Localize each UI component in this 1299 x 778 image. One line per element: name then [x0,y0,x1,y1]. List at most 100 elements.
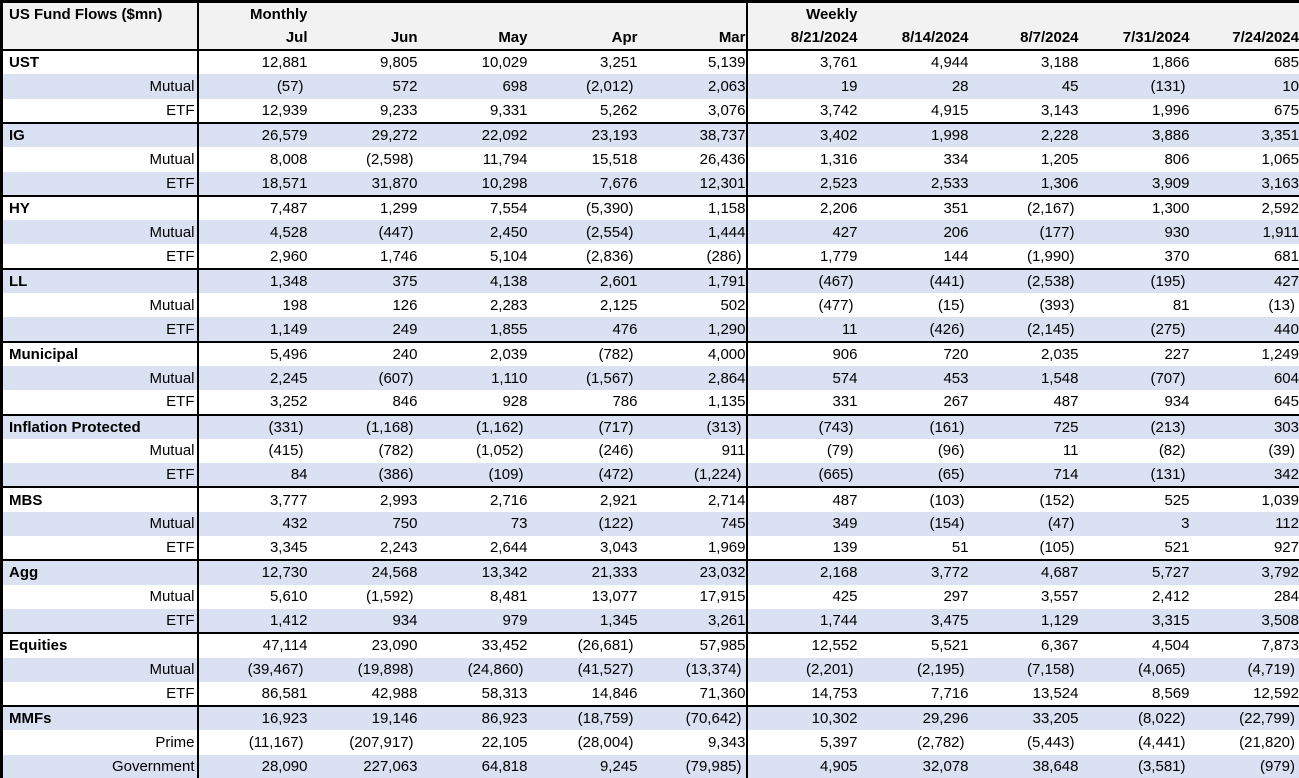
cell: 1,866 [1078,49,1190,75]
cell: (5,390) [527,194,638,221]
table-row: LL 1,348 375 4,138 2,601 1,791 (467) (441) (2,53… [1,267,1299,294]
cell: (665) [746,463,858,488]
cell: 3,345 [269,539,308,557]
cell: 45 [968,74,1079,99]
cell: (79,985) [637,754,748,778]
cell: (2,538) [968,267,1079,294]
cell: 12,939 [261,101,308,119]
table-body: UST 12,881 9,805 10,029 3,251 5,139 3,761 4,944… [1,49,1299,778]
monthly-group-spacer [307,1,638,26]
cell: 2,921 [527,486,638,512]
cell: (2,598) [365,150,414,168]
cell: 425 [832,588,858,606]
cell: (7,158) [968,657,1079,682]
row-label: Mutual [1,365,199,391]
cell: 7,676 [527,171,638,196]
table-row: Equities 47,114 23,090 33,452 (26,681) 57,985… [1,632,1299,658]
table-row: Government 28,090 227,063 64,818 9,245 (79,98… [1,754,1299,778]
cell: 64,818 [417,754,528,778]
cell: 5,610 [269,588,308,606]
cell: 1,548 [968,365,1079,391]
section-label: UST [1,49,199,75]
cell: 930 [1078,220,1190,245]
cell: (131) [1078,74,1190,99]
cell: 28 [857,74,969,99]
cell: (79) [826,442,854,460]
cell: 1,779 [819,247,858,265]
cell: (195) [1078,267,1190,294]
cell: 5,104 [489,247,528,265]
cell: 685 [1189,49,1299,75]
cell: 4,944 [857,49,969,75]
row-label: Mutual [1,220,199,245]
cell: 267 [943,393,969,411]
cell: 604 [1189,365,1299,391]
cell: 2,228 [968,121,1079,148]
cell: 1,300 [1078,194,1190,221]
cell: (447) [307,220,418,245]
column-header: 8/14/2024 [857,25,969,52]
cell: 38,737 [637,121,748,148]
cell: 432 [197,511,308,537]
table-row: Mutual 198 126 2,283 2,125 502 (477) (15) (393) 8… [1,293,1299,318]
cell: 84 [197,463,308,488]
cell: 9,343 [637,730,748,755]
cell: 22,105 [481,734,528,752]
cell: (2,012) [527,74,638,99]
cell: 698 [417,74,528,99]
cell: 1,911 [1189,220,1299,245]
cell: (1,162) [417,413,528,439]
cell: (21,820) [1239,734,1295,752]
cell: 9,805 [307,49,418,75]
cell: 23,193 [527,121,638,148]
cell: (4,719) [1189,657,1299,682]
cell: (275) [1078,317,1190,342]
table-row: IG 26,579 29,272 22,092 23,193 38,737 3,402 1,9… [1,121,1299,148]
table-row: ETF 84 (386) (109) (472) (1,224) (665) (65) 714(… [1,463,1299,488]
cell: 574 [746,365,858,391]
section-label: Municipal [1,340,199,366]
cell: 32,078 [857,754,969,778]
cell: 21,333 [527,559,638,585]
cell: 12,552 [746,632,858,658]
cell: 487 [746,486,858,512]
cell: 3,188 [968,49,1079,75]
cell: 476 [527,317,638,342]
cell: 284 [1273,588,1299,606]
cell: (313) [637,413,748,439]
cell: 24,568 [307,559,418,585]
cell: 1,744 [746,608,858,634]
cell: 2,206 [746,194,858,221]
cell: 979 [417,608,528,634]
cell: 12,301 [637,171,748,196]
cell: 1,969 [637,536,748,561]
cell: 86,923 [417,705,528,731]
cell: (979) [1189,754,1299,778]
row-label: ETF [1,98,199,123]
cell: (3,581) [1078,754,1190,778]
cell: 3 [1078,511,1190,537]
cell: 502 [637,293,748,318]
cell: 11 [746,317,858,342]
table-row: Mutual (415) (782) (1,052) (246) 911 (79) (96) 1… [1,438,1299,464]
row-label: ETF [1,390,199,415]
cell: 675 [1273,101,1299,119]
table-row: MMFs 16,923 19,146 86,923 (18,759) (70,642) 10… [1,705,1299,731]
cell: 1,290 [637,317,748,342]
cell: (467) [746,267,858,294]
column-header: Mar [637,25,748,52]
cell: (28,004) [577,734,634,752]
cell: 6,367 [968,632,1079,658]
cell: (82) [1158,442,1186,460]
cell: 23,032 [637,559,748,585]
cell: 13,077 [591,588,638,606]
cell: 1,791 [637,267,748,294]
table-title: US Fund Flows ($mn) [1,1,199,52]
cell: 2,125 [599,296,638,314]
row-label: ETF [1,171,199,196]
cell: 5,521 [857,632,969,658]
cell: 58,313 [481,684,528,702]
cell: (109) [417,463,528,488]
cell: 2,523 [746,171,858,196]
cell: (22,799) [1189,705,1299,731]
